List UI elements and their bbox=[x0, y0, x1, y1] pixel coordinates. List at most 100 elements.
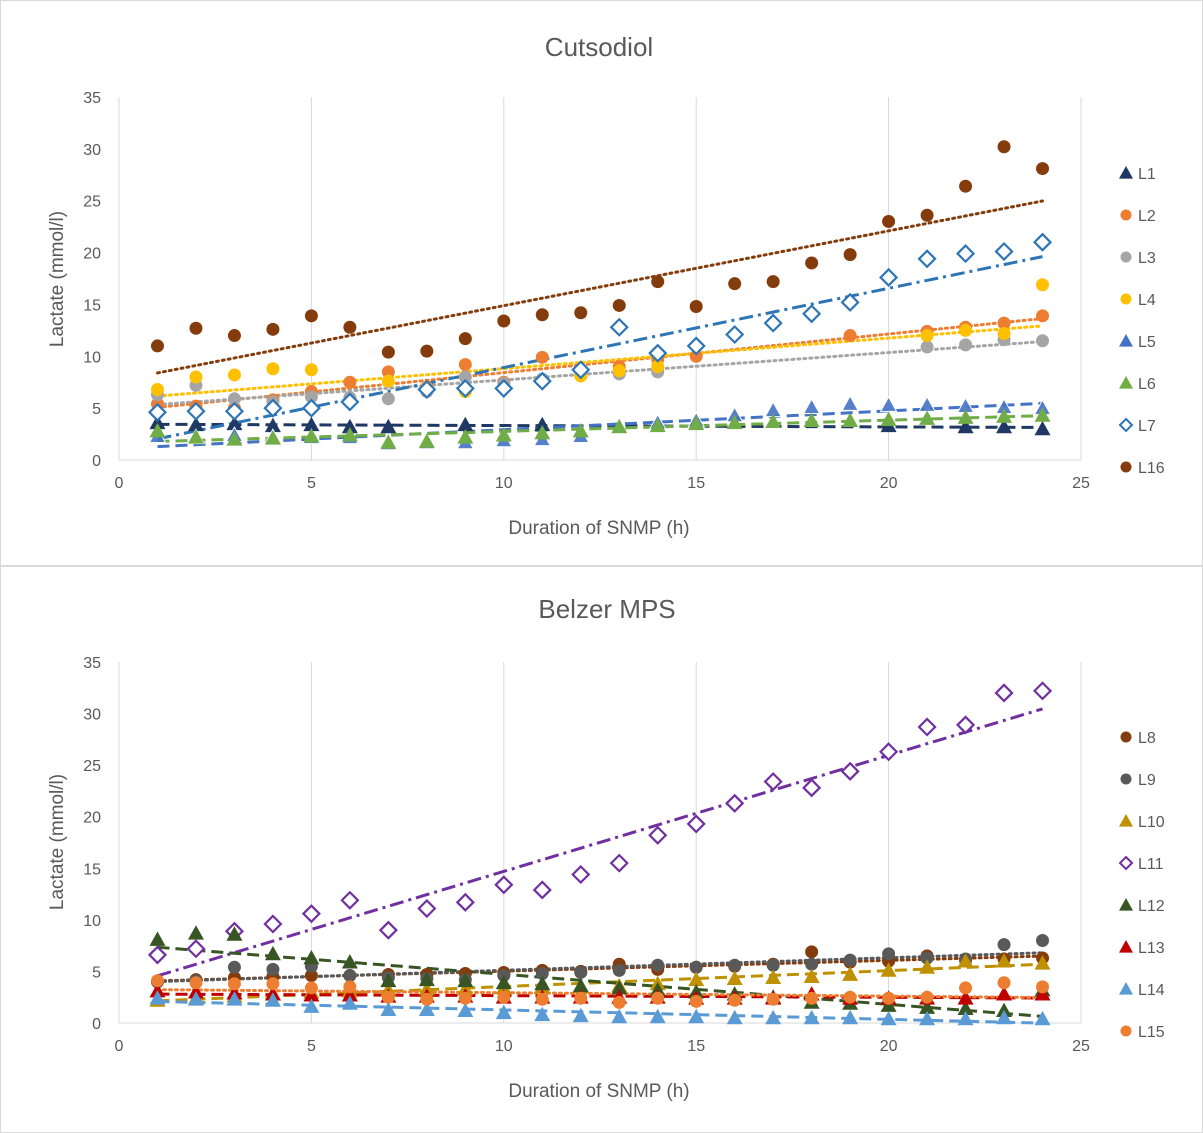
data-point-l11 bbox=[494, 875, 514, 895]
data-point-l10 bbox=[803, 968, 820, 983]
data-point-l15 bbox=[574, 991, 588, 1005]
data-point-l16 bbox=[882, 214, 896, 228]
data-point-l14 bbox=[996, 1009, 1013, 1025]
data-point-l14 bbox=[418, 1001, 435, 1016]
data-point-l12 bbox=[187, 925, 204, 940]
data-point-l14 bbox=[1034, 1010, 1051, 1026]
plot-area: 0 5 10 15 20 25 0 5 10 15 20 25 30 35 L8 L9 L10 L11 L12 L13… bbox=[83, 655, 1165, 1055]
y-tick-label: 15 bbox=[83, 297, 101, 314]
x-tick-label: 25 bbox=[1072, 1038, 1090, 1055]
data-point-l5 bbox=[841, 394, 859, 411]
trendline-l9 bbox=[155, 951, 1045, 984]
data-point-l6 bbox=[611, 418, 628, 434]
data-point-l16 bbox=[1036, 162, 1050, 176]
data-point-l15 bbox=[689, 994, 703, 1008]
legend-label-l14: L14 bbox=[1138, 982, 1165, 999]
data-point-l3 bbox=[381, 392, 395, 406]
data-point-l15 bbox=[920, 990, 934, 1004]
legend-label-l11: L11 bbox=[1138, 856, 1164, 873]
data-point-l2 bbox=[381, 365, 395, 379]
data-point-l15 bbox=[959, 981, 973, 995]
data-point-l11 bbox=[301, 904, 321, 924]
x-tick-label: 20 bbox=[880, 1038, 898, 1055]
data-point-l14 bbox=[457, 1002, 474, 1018]
trendline-l3 bbox=[155, 340, 1045, 407]
data-point-l10 bbox=[457, 980, 474, 996]
data-point-l12 bbox=[457, 972, 474, 988]
data-point-l6 bbox=[264, 430, 281, 445]
y-tick-label: 25 bbox=[83, 194, 101, 211]
data-point-l9 bbox=[535, 966, 549, 980]
data-point-l3 bbox=[227, 392, 241, 406]
data-point-l8 bbox=[304, 969, 318, 983]
legend-marker-l8 bbox=[1120, 731, 1132, 743]
data-point-l12 bbox=[572, 977, 589, 993]
x-tick-label: 10 bbox=[495, 1038, 513, 1055]
data-point-l9 bbox=[728, 958, 742, 972]
data-point-l1 bbox=[303, 416, 320, 432]
data-point-l6 bbox=[457, 429, 474, 444]
data-point-l6 bbox=[649, 417, 666, 433]
y-tick-label: 0 bbox=[92, 1016, 101, 1033]
y-tick-label: 10 bbox=[83, 913, 101, 930]
data-point-l3 bbox=[458, 370, 472, 384]
trendline-l13 bbox=[157, 992, 1043, 1000]
x-tick-label: 20 bbox=[880, 475, 898, 492]
trendline-l6 bbox=[157, 414, 1043, 443]
legend-label-l12: L12 bbox=[1138, 898, 1165, 915]
legend-marker-l12 bbox=[1119, 898, 1133, 911]
data-point-l6 bbox=[726, 414, 743, 430]
data-point-l7 bbox=[455, 378, 475, 398]
data-point-l6 bbox=[919, 410, 936, 425]
data-point-l15 bbox=[266, 977, 280, 991]
chart-panel-cutsodiol: Cutsodiol Duration of SNMP (h) Lactate (… bbox=[0, 0, 1203, 566]
data-point-l4 bbox=[651, 360, 665, 374]
data-point-l11 bbox=[147, 945, 168, 965]
data-point-l7 bbox=[532, 371, 552, 391]
data-point-l13 bbox=[996, 986, 1013, 1001]
data-point-l11 bbox=[186, 939, 206, 959]
data-point-l11 bbox=[609, 853, 629, 873]
data-point-l7 bbox=[224, 401, 244, 421]
data-point-l7 bbox=[686, 336, 706, 356]
data-point-l9 bbox=[766, 958, 780, 972]
data-point-l7 bbox=[494, 378, 514, 398]
data-point-l7 bbox=[763, 313, 783, 333]
data-point-l7 bbox=[340, 392, 360, 412]
data-point-l6 bbox=[534, 425, 551, 440]
y-tick-label: 10 bbox=[83, 349, 101, 366]
trendline-l2 bbox=[155, 317, 1045, 409]
legend-marker-l16 bbox=[1120, 461, 1132, 473]
data-point-l7 bbox=[648, 343, 668, 363]
legend-label-l2: L2 bbox=[1138, 208, 1156, 225]
data-point-l10 bbox=[842, 966, 859, 981]
data-point-l11 bbox=[725, 793, 745, 813]
x-tick-label: 0 bbox=[115, 1038, 124, 1055]
data-point-l16 bbox=[458, 332, 472, 346]
data-point-l9 bbox=[1036, 933, 1050, 947]
data-point-l16 bbox=[689, 300, 703, 314]
data-point-l6 bbox=[1034, 407, 1051, 422]
data-point-l6 bbox=[765, 413, 782, 429]
data-point-l12 bbox=[380, 972, 397, 988]
data-point-l2 bbox=[458, 358, 472, 372]
data-point-l6 bbox=[380, 434, 397, 449]
data-point-l9 bbox=[227, 960, 241, 974]
data-point-l7 bbox=[147, 402, 168, 422]
data-point-l7 bbox=[1032, 232, 1053, 252]
data-point-l14 bbox=[726, 1009, 743, 1025]
legend-label-l15: L15 bbox=[1138, 1024, 1165, 1041]
data-point-l7 bbox=[802, 304, 822, 324]
data-point-l11 bbox=[378, 920, 398, 940]
legend-marker-l15 bbox=[1120, 1025, 1132, 1037]
data-point-l14 bbox=[572, 1007, 589, 1023]
y-tick-label: 0 bbox=[92, 453, 101, 470]
y-tick-label: 35 bbox=[83, 90, 101, 107]
data-point-l7 bbox=[186, 401, 206, 421]
data-point-l16 bbox=[266, 322, 280, 336]
legend-marker-l13 bbox=[1119, 940, 1133, 953]
legend-label-l10: L10 bbox=[1138, 814, 1165, 831]
data-point-l3 bbox=[920, 340, 934, 354]
data-point-l4 bbox=[612, 364, 626, 378]
y-axis-title: Lactate (mmol/l) bbox=[47, 211, 68, 347]
